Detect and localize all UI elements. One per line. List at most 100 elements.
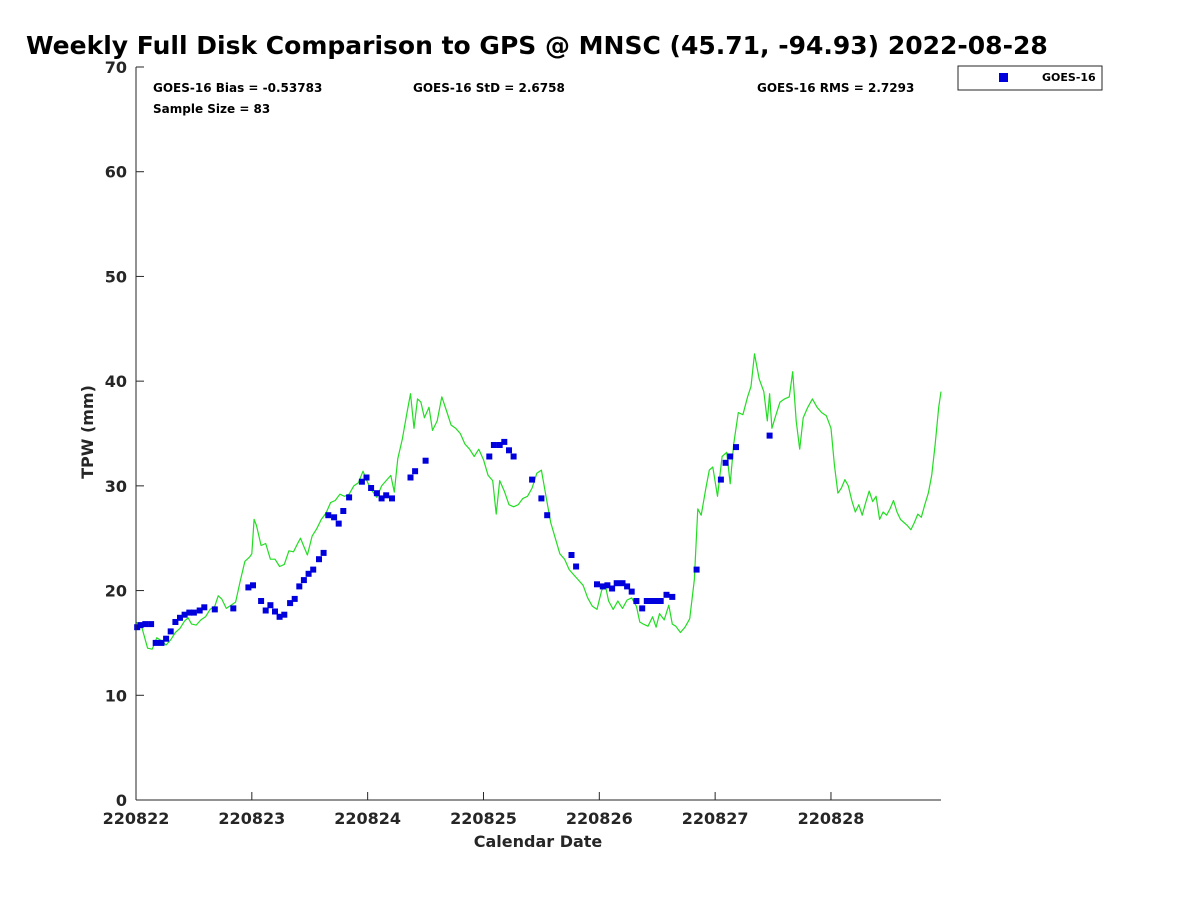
data-point-goes16 — [639, 605, 646, 612]
data-point-goes16 — [529, 476, 536, 483]
data-point-goes16 — [669, 593, 676, 600]
data-point-goes16 — [506, 447, 512, 454]
data-point-goes16 — [727, 453, 734, 460]
data-point-goes16 — [305, 570, 312, 577]
data-point-goes16 — [291, 595, 298, 602]
data-point-goes16 — [496, 442, 503, 448]
data-point-goes16 — [486, 453, 493, 460]
data-point-goes16 — [490, 442, 497, 448]
data-point-goes16 — [148, 621, 155, 628]
y-axis-label: TPW (mm) — [78, 385, 97, 479]
x-tick-label: 220827 — [682, 809, 749, 828]
data-point-goes16 — [568, 552, 575, 558]
data-point-goes16 — [331, 514, 338, 521]
data-point-goes16 — [287, 600, 294, 607]
data-point-goes16 — [152, 639, 159, 646]
data-point-goes16 — [346, 494, 353, 501]
data-point-goes16 — [407, 474, 414, 481]
data-point-goes16 — [633, 598, 640, 604]
data-point-goes16 — [422, 457, 429, 464]
y-tick-label: 0 — [116, 791, 127, 810]
chart-title: Weekly Full Disk Comparison to GPS @ MNS… — [26, 31, 1048, 60]
data-point-goes16 — [383, 492, 390, 499]
data-point-goes16 — [134, 624, 141, 631]
data-point-goes16 — [211, 606, 218, 613]
data-point-goes16 — [368, 485, 375, 491]
data-point-goes16 — [258, 598, 265, 604]
axes: 0 10 20 30 40 50 60 70 220822 220823 220824 220825 2… — [103, 58, 941, 828]
stat-bias: GOES-16 Bias = -0.53783 — [153, 81, 322, 95]
data-point-goes16 — [196, 607, 203, 614]
data-point-goes16 — [594, 581, 600, 588]
legend-box — [957, 65, 1103, 91]
data-point-goes16 — [190, 609, 197, 616]
data-point-goes16 — [412, 468, 419, 475]
data-point-goes16 — [693, 566, 700, 573]
data-point-goes16 — [201, 604, 208, 611]
y-tick-label: 50 — [105, 267, 127, 286]
data-point-goes16 — [245, 584, 252, 591]
data-point-goes16 — [167, 628, 174, 635]
x-tick-label: 220828 — [798, 809, 865, 828]
data-point-goes16 — [137, 622, 144, 629]
data-point-goes16 — [624, 583, 631, 590]
data-point-goes16 — [296, 583, 303, 590]
data-point-goes16 — [717, 476, 724, 483]
data-point-goes16 — [643, 598, 650, 604]
x-tick-label: 220822 — [103, 809, 170, 828]
data-point-goes16 — [181, 611, 188, 618]
x-tick-label: 220826 — [566, 809, 633, 828]
data-point-goes16 — [230, 605, 237, 612]
data-point-goes16 — [389, 495, 395, 502]
data-point-goes16 — [733, 444, 739, 451]
x-tick-label: 220823 — [218, 809, 285, 828]
data-point-goes16 — [335, 520, 342, 527]
legend: GOES-16 — [957, 65, 1103, 91]
legend-label-goes16: GOES-16 — [1042, 71, 1096, 84]
data-point-goes16 — [320, 549, 327, 556]
data-point-goes16 — [766, 432, 773, 439]
y-tick-label: 70 — [105, 58, 127, 77]
stat-sample-size: Sample Size = 83 — [153, 102, 270, 116]
y-tick-label: 40 — [105, 372, 127, 391]
data-point-goes16 — [657, 598, 664, 604]
data-point-goes16 — [628, 588, 635, 595]
y-tick-label: 60 — [105, 163, 127, 182]
data-point-goes16 — [604, 582, 611, 589]
data-point-goes16 — [250, 582, 256, 589]
data-point-goes16 — [267, 602, 274, 609]
data-point-goes16 — [316, 556, 322, 563]
data-point-goes16 — [158, 639, 165, 646]
data-point-goes16 — [609, 585, 616, 592]
data-point-goes16 — [300, 577, 307, 584]
data-point-goes16 — [510, 453, 517, 460]
data-point-goes16 — [544, 512, 551, 519]
y-tick-label: 10 — [105, 686, 127, 705]
data-point-goes16 — [648, 598, 655, 604]
stat-rms: GOES-16 RMS = 2.7293 — [757, 81, 914, 95]
data-point-goes16 — [653, 598, 660, 604]
data-point-goes16 — [358, 478, 365, 485]
data-point-goes16 — [663, 591, 670, 598]
data-point-goes16 — [163, 635, 170, 642]
data-point-goes16 — [373, 490, 380, 497]
data-point-goes16 — [573, 563, 580, 570]
data-point-goes16 — [262, 607, 269, 614]
legend-marker-goes16 — [999, 73, 1008, 82]
data-point-goes16 — [501, 438, 508, 445]
data-point-goes16 — [310, 566, 317, 573]
y-tick-label: 20 — [105, 582, 127, 601]
data-point-goes16 — [272, 608, 278, 615]
data-point-goes16 — [186, 609, 193, 616]
data-point-goes16 — [177, 614, 183, 621]
data-point-goes16 — [142, 621, 149, 628]
data-point-goes16 — [363, 474, 370, 481]
stat-std: GOES-16 StD = 2.6758 — [413, 81, 565, 95]
y-tick-label: 30 — [105, 477, 127, 496]
x-tick-label: 220825 — [450, 809, 517, 828]
data-point-goes16 — [281, 611, 288, 618]
data-point-goes16 — [722, 459, 729, 466]
series-line-gps — [135, 353, 942, 650]
data-point-goes16 — [619, 580, 626, 587]
